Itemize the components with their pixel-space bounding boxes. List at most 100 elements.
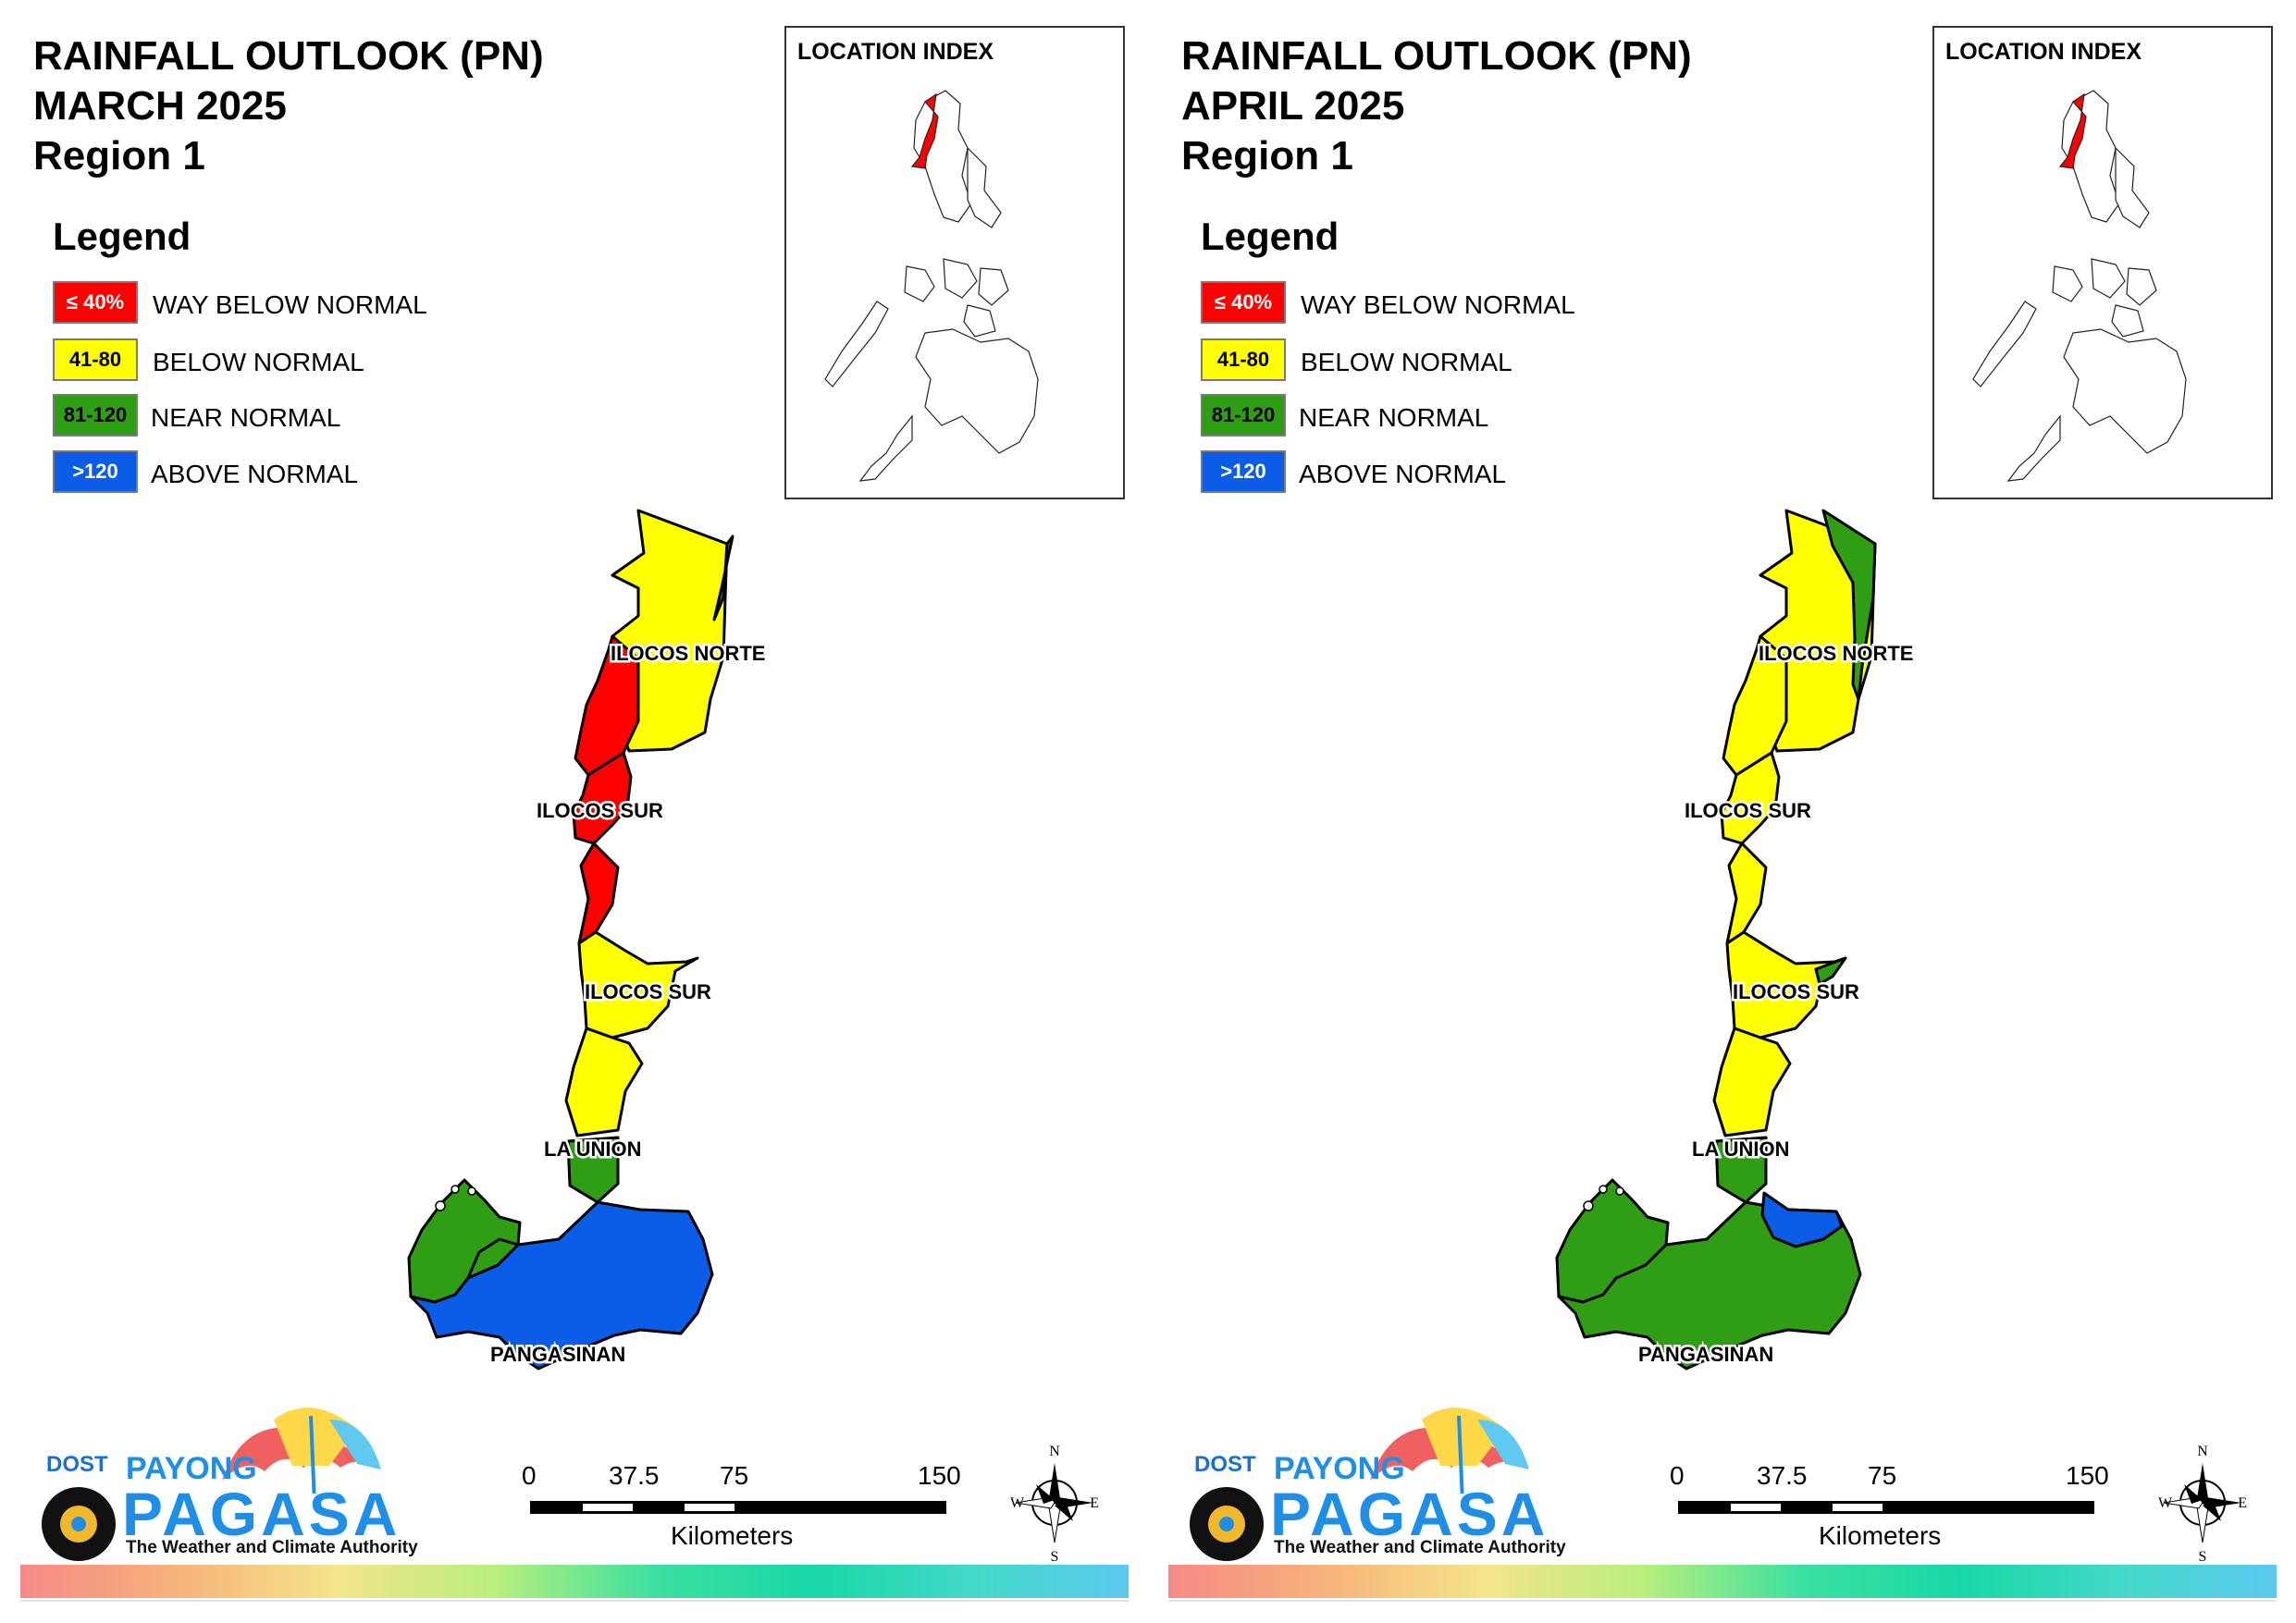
logo-dost-text: DOST	[1194, 1452, 1256, 1477]
legend-label: NEAR NORMAL	[151, 403, 341, 432]
ilocos-sur-mid	[1725, 842, 1768, 945]
scale-unit: Kilometers	[671, 1521, 794, 1550]
legend-swatch: 41-80	[53, 338, 138, 381]
la-union-south	[566, 1136, 620, 1204]
legend-swatch: 81-120	[1201, 394, 1286, 436]
scale-bar-graphic	[530, 1501, 946, 1514]
legend-swatch: >120	[53, 450, 138, 493]
scale-tick: 150	[918, 1461, 961, 1490]
label-pangasinan: PANGASINAN	[1638, 1343, 1773, 1366]
legend-swatch: >120	[1201, 450, 1286, 493]
legend-title: Legend	[53, 215, 191, 258]
pagasa-logo: DOST PAYONG PAGASA The Weather and Clima…	[1181, 1392, 1566, 1568]
title-line-1: RAINFALL OUTLOOK (PN)	[1181, 33, 1692, 79]
logo-tagline: The Weather and Climate Authority	[126, 1538, 418, 1557]
color-band	[20, 1565, 1129, 1598]
legend-swatch: 81-120	[53, 394, 138, 436]
legend-title: Legend	[1201, 215, 1339, 258]
scale-tick: 0	[522, 1461, 537, 1490]
logo-pagasa-text: PAGASA	[122, 1480, 401, 1548]
ilocos-sur-mid	[577, 842, 620, 945]
scale-tick: 0	[1670, 1461, 1685, 1490]
location-index-title: LOCATION INDEX	[1945, 39, 2142, 65]
location-index-map: LOCATION INDEX	[1932, 26, 2273, 499]
dost-seal-icon	[1190, 1487, 1264, 1561]
svg-text:N: N	[1049, 1444, 1060, 1459]
legend-label: BELOW NORMAL	[153, 348, 364, 376]
scale-bar: 0 37.5 75 150 Kilometers	[518, 1461, 981, 1550]
legend-label: BELOW NORMAL	[1301, 348, 1512, 376]
scale-tick: 37.5	[609, 1461, 660, 1490]
umbrella-icon	[1370, 1408, 1529, 1494]
legend-label: ABOVE NORMAL	[1299, 460, 1507, 488]
legend-swatch: 41-80	[1201, 338, 1286, 381]
pangasinan-east-patch	[1760, 1191, 1844, 1248]
region-1-choropleth: ILOCOS NORTE ILOCOS SUR ILOCOS SUR LA UN…	[407, 509, 768, 1371]
map-title: RAINFALL OUTLOOK (PN) APRIL 2025 Region …	[1181, 31, 1692, 181]
svg-text:E: E	[2238, 1495, 2247, 1511]
svg-text:W: W	[2158, 1495, 2173, 1511]
logo-pagasa-text: PAGASA	[1270, 1480, 1549, 1548]
la-union-north	[564, 1027, 644, 1137]
label-la-union: LA UNION	[1692, 1137, 1790, 1161]
scale-unit: Kilometers	[1819, 1521, 1942, 1550]
label-la-union: LA UNION	[544, 1137, 642, 1161]
la-union-south	[1714, 1136, 1768, 1204]
scale-bar: 0 37.5 75 150 Kilometers	[1666, 1461, 2129, 1550]
pagasa-logo: DOST PAYONG PAGASA The Weather and Clima…	[33, 1392, 418, 1568]
ilocos-sur-north	[572, 751, 633, 845]
ilocos-norte-tip	[1821, 509, 1877, 701]
pangasinan-main	[1557, 1200, 1862, 1371]
logo-dost-text: DOST	[46, 1452, 108, 1477]
label-ilocos-sur-1: ILOCOS SUR	[537, 799, 663, 822]
compass-rose-icon: N S E W	[1008, 1443, 1101, 1568]
legend-label: WAY BELOW NORMAL	[1301, 290, 1575, 319]
panel-april: RAINFALL OUTLOOK (PN) APRIL 2025 Region …	[1148, 0, 2296, 1623]
color-band	[1168, 1565, 2277, 1598]
title-line-3: Region 1	[1181, 133, 1353, 178]
legend-swatch: ≤ 40%	[53, 281, 138, 324]
label-ilocos-norte: ILOCOS NORTE	[611, 642, 765, 665]
map-title: RAINFALL OUTLOOK (PN) MARCH 2025 Region …	[33, 31, 544, 181]
legend-label: WAY BELOW NORMAL	[153, 290, 427, 319]
region-1-choropleth: ILOCOS NORTE ILOCOS SUR ILOCOS SUR LA UN…	[1555, 509, 1916, 1371]
svg-text:W: W	[1010, 1495, 1025, 1511]
svg-text:N: N	[2197, 1444, 2208, 1459]
legend-label: NEAR NORMAL	[1299, 403, 1489, 432]
ilocos-norte-tip	[712, 535, 734, 621]
ilocos-norte-west	[574, 634, 640, 777]
legend-label: ABOVE NORMAL	[151, 460, 359, 488]
location-index-title: LOCATION INDEX	[797, 39, 994, 65]
umbrella-icon	[222, 1408, 381, 1494]
compass-rose-icon: N S E W	[2156, 1443, 2249, 1568]
label-ilocos-norte: ILOCOS NORTE	[1759, 642, 1913, 665]
pangasinan-bay	[466, 1237, 520, 1280]
dost-seal-icon	[42, 1487, 116, 1561]
label-ilocos-sur-2: ILOCOS SUR	[585, 980, 711, 1003]
location-index-map: LOCATION INDEX	[784, 26, 1125, 499]
color-band-divider	[1168, 1600, 2277, 1602]
title-line-2: MARCH 2025	[33, 83, 287, 129]
logo-payong-text: PAYONG	[1274, 1451, 1405, 1486]
scale-tick: 75	[1868, 1461, 1897, 1490]
color-band-divider	[20, 1600, 1129, 1602]
svg-text:S: S	[2199, 1549, 2207, 1563]
scale-tick: 37.5	[1757, 1461, 1808, 1490]
legend-swatch: ≤ 40%	[1201, 281, 1286, 324]
label-ilocos-sur-1: ILOCOS SUR	[1685, 799, 1811, 822]
scale-bar-graphic	[1678, 1501, 2094, 1514]
ilocos-norte-west	[1722, 634, 1788, 777]
scale-tick: 150	[2066, 1461, 2109, 1490]
logo-tagline: The Weather and Climate Authority	[1274, 1538, 1566, 1557]
ilocos-sur-north	[1720, 751, 1781, 845]
title-line-1: RAINFALL OUTLOOK (PN)	[33, 33, 544, 79]
title-line-3: Region 1	[33, 133, 205, 178]
title-line-2: APRIL 2025	[1181, 83, 1405, 129]
philippines-outline	[824, 90, 1039, 482]
label-pangasinan: PANGASINAN	[490, 1343, 625, 1366]
ilocos-sur-south	[1725, 930, 1847, 1039]
la-union-north	[1712, 1027, 1792, 1137]
svg-text:S: S	[1051, 1549, 1059, 1563]
label-ilocos-sur-2: ILOCOS SUR	[1733, 980, 1859, 1003]
scale-tick: 75	[720, 1461, 749, 1490]
